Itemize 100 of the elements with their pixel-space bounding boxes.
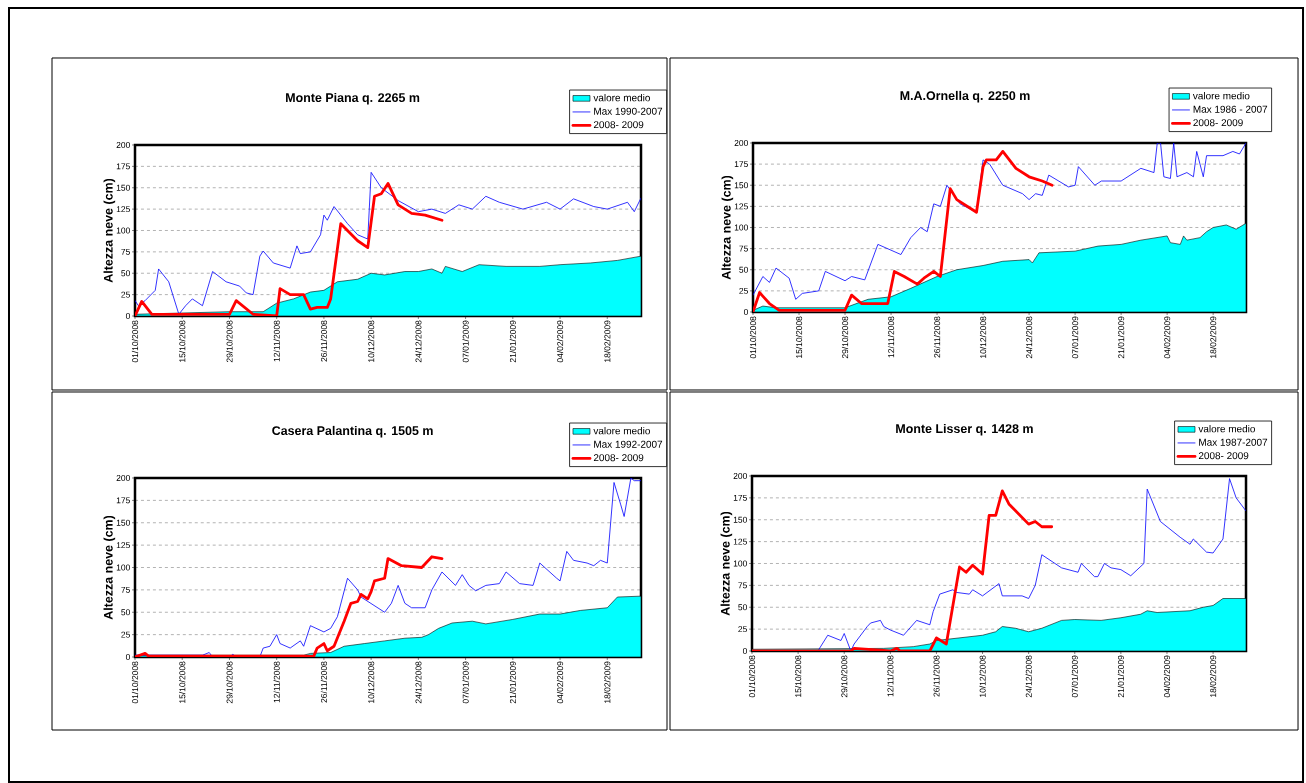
y-tick-label: 175 [116, 497, 130, 504]
line-series [135, 171, 641, 315]
x-tick-label: 24/12/2008 [415, 320, 422, 363]
y-tick-label: 150 [733, 516, 747, 523]
y-axis-title: Altezza neve (cm) [103, 515, 116, 620]
chart-title: Casera Palantina q. 1505 m [272, 425, 433, 438]
y-tick-label: 0 [742, 648, 747, 654]
y-tick-label: 125 [734, 203, 748, 210]
y-axis-title: Altezza neve (cm) [721, 175, 734, 280]
y-tick-label: 200 [734, 140, 748, 146]
y-tick-label: 100 [733, 560, 747, 567]
x-tick-label: 26/11/2008 [320, 661, 328, 703]
x-tick-label: 12/11/2008 [273, 320, 280, 362]
x-tick-label: 26/11/2008 [933, 316, 941, 358]
line-series [135, 478, 641, 657]
x-tick-label: 26/11/2008 [320, 320, 328, 362]
legend-label: valore medio [1192, 92, 1250, 100]
x-tick-label: 21/01/2009 [509, 661, 516, 704]
y-axis-title: Altezza neve (cm) [103, 178, 116, 283]
x-tick-label: 07/01/2009 [462, 320, 469, 363]
x-tick-label: 01/10/2008 [131, 320, 139, 363]
legend-label: Max 1987-2007 [1199, 438, 1268, 446]
x-tick-label: 15/10/2008 [179, 320, 186, 362]
legend-label: Max 1992-2007 [594, 440, 663, 448]
x-tick-label: 18/02/2009 [604, 661, 611, 703]
x-tick-label: 29/10/2008 [226, 320, 233, 363]
y-tick-label: 0 [125, 654, 130, 660]
x-tick-label: 04/02/2009 [1164, 316, 1171, 359]
x-tick-label: 29/10/2008 [841, 655, 848, 698]
y-tick-label: 100 [116, 227, 130, 234]
legend-label: 2008- 2009 [593, 454, 644, 462]
y-tick-label: 175 [734, 161, 748, 168]
y-tick-label: 25 [739, 287, 748, 294]
y-tick-label: 175 [733, 494, 747, 501]
y-tick-label: 150 [734, 182, 748, 189]
x-tick-label: 12/11/2008 [887, 655, 894, 697]
y-tick-label: 25 [121, 631, 130, 638]
y-tick-label: 75 [121, 586, 130, 593]
legend-label: valore medio [1198, 425, 1255, 433]
x-tick-label: 24/12/2008 [1025, 316, 1033, 359]
legend-label: 2008- 2009 [1198, 452, 1249, 460]
legend-label: Max 1986 - 2007 [1193, 105, 1268, 113]
y-tick-label: 50 [738, 604, 747, 611]
x-tick-label: 21/01/2009 [1118, 316, 1125, 359]
y-tick-label: 75 [738, 582, 747, 589]
x-tick-label: 10/12/2008 [368, 661, 375, 703]
x-tick-label: 15/10/2008 [179, 661, 186, 703]
x-tick-label: 26/11/2008 [933, 655, 940, 697]
line-series [753, 142, 1247, 300]
y-tick-label: 100 [734, 224, 748, 231]
y-tick-label: 125 [116, 542, 130, 549]
x-tick-label: 18/02/2009 [1209, 655, 1217, 697]
x-tick-label: 29/10/2008 [226, 661, 233, 704]
y-tick-label: 200 [116, 142, 130, 148]
y-tick-label: 0 [125, 313, 130, 319]
x-tick-label: 21/01/2009 [509, 320, 516, 363]
line-series [752, 489, 1054, 651]
x-tick-label: 18/02/2009 [1210, 316, 1217, 358]
x-tick-label: 15/10/2008 [795, 655, 802, 697]
legend-label: valore medio [593, 94, 650, 102]
y-axis-title: Altezza neve (cm) [720, 511, 733, 616]
x-tick-label: 01/10/2008 [131, 661, 139, 704]
line-series [753, 150, 1054, 312]
x-tick-label: 15/10/2008 [795, 316, 803, 358]
y-tick-label: 50 [121, 270, 130, 277]
y-tick-label: 100 [116, 564, 130, 571]
y-tick-label: 25 [738, 626, 747, 633]
x-tick-label: 10/12/2008 [368, 320, 375, 362]
x-tick-label: 04/02/2009 [1163, 655, 1171, 698]
y-tick-label: 150 [116, 184, 130, 191]
line-series [135, 555, 444, 657]
legend-label: Max 1990-2007 [594, 107, 663, 115]
x-tick-label: 24/12/2008 [1025, 655, 1032, 698]
line-series [135, 182, 444, 316]
y-tick-label: 50 [739, 266, 748, 273]
y-tick-label: 200 [733, 473, 747, 479]
x-tick-label: 07/01/2009 [1071, 655, 1078, 698]
y-tick-label: 50 [121, 609, 130, 616]
y-tick-label: 125 [116, 206, 130, 213]
y-tick-label: 175 [116, 163, 130, 170]
chart-title: Monte Lisser q. 1428 m [896, 423, 1033, 436]
y-tick-label: 25 [121, 291, 130, 298]
legend-label: 2008- 2009 [593, 121, 644, 129]
x-tick-label: 24/12/2008 [415, 661, 422, 704]
x-tick-label: 21/01/2009 [1117, 655, 1124, 698]
x-tick-label: 01/10/2008 [749, 316, 757, 359]
y-tick-label: 75 [121, 248, 130, 255]
legend-label: valore medio [593, 427, 650, 435]
y-tick-label: 200 [116, 475, 130, 481]
x-tick-label: 10/12/2008 [979, 655, 986, 697]
y-tick-label: 150 [116, 519, 130, 526]
x-tick-label: 12/11/2008 [887, 316, 895, 358]
y-tick-label: 75 [739, 245, 748, 252]
x-tick-label: 04/02/2009 [556, 320, 564, 363]
x-tick-label: 18/02/2009 [604, 320, 611, 362]
x-tick-label: 12/11/2008 [273, 661, 280, 703]
y-tick-label: 125 [733, 538, 747, 545]
x-tick-label: 04/02/2009 [556, 661, 564, 704]
x-tick-label: 29/10/2008 [841, 316, 849, 359]
y-tick-label: 0 [743, 309, 748, 315]
